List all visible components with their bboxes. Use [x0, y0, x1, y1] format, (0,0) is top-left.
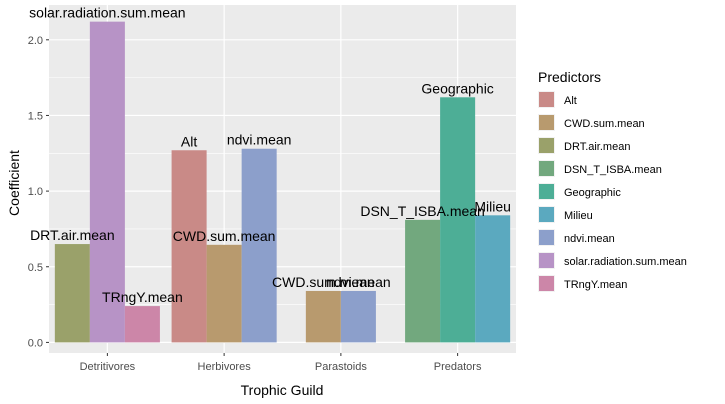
bar: [340, 290, 376, 343]
bar-data-label: Milieu: [474, 198, 511, 214]
bar: [54, 244, 90, 343]
legend-entry: Milieu: [564, 210, 593, 222]
bar: [405, 219, 441, 343]
legend-swatch: [539, 230, 554, 245]
x-tick-label: Predators: [434, 361, 482, 373]
bar: [206, 244, 242, 343]
legend-swatch: [539, 138, 554, 153]
legend-title: Predictors: [538, 69, 601, 85]
bar-data-label: ndvi.mean: [326, 274, 391, 290]
y-axis: 0.0 0.5 1.0 1.5 2.0: [28, 35, 49, 349]
y-tick-label: 1.5: [28, 110, 43, 122]
x-tick-label: Herbivores: [198, 361, 252, 373]
bar-data-label: CWD.sum.mean: [272, 274, 375, 290]
legend: Predictors Alt CWD.sum.mean DRT.air.mean DS…: [538, 69, 687, 292]
bar-labels: DRT.air.mean solar.radiation.sum.mean TRng…: [29, 5, 511, 305]
legend-entry: CWD.sum.mean: [564, 118, 645, 130]
legend-swatch: [539, 184, 554, 199]
x-tick-label: Detritivores: [80, 361, 136, 373]
bar-data-label: ndvi.mean: [227, 132, 292, 148]
bar: [305, 290, 341, 343]
bar-data-label: DRT.air.mean: [30, 227, 115, 243]
bar: [440, 97, 476, 343]
legend-entry: ndvi.mean: [564, 233, 615, 245]
y-axis-title: Coefficient: [6, 150, 22, 216]
legend-swatch: [539, 253, 554, 268]
bar: [124, 306, 160, 343]
bar: [241, 148, 277, 343]
legend-swatch: [539, 276, 554, 291]
bar-data-label: CWD.sum.mean: [173, 228, 276, 244]
legend-entry: Geographic: [564, 187, 621, 199]
y-tick-label: 0.5: [28, 262, 43, 274]
legend-entry: solar.radiation.sum.mean: [564, 256, 687, 268]
bar-data-label: Alt: [181, 133, 197, 149]
bar: [171, 150, 207, 343]
bar-data-label: TRngY.mean: [102, 289, 183, 305]
y-tick-label: 2.0: [28, 35, 43, 47]
x-axis-title: Trophic Guild: [241, 382, 324, 398]
legend-swatch: [539, 115, 554, 130]
legend-swatch: [539, 92, 554, 107]
bar-data-label: Geographic: [421, 80, 493, 96]
legend-swatch: [539, 161, 554, 176]
y-tick-label: 1.0: [28, 186, 43, 198]
legend-entry: DRT.air.mean: [564, 141, 630, 153]
legend-entry: Alt: [564, 95, 577, 107]
bar-data-label: DSN_T_ISBA.mean: [360, 203, 485, 219]
x-axis: Detritivores Herbivores Parastoids Predator…: [80, 353, 482, 373]
y-tick-label: 0.0: [28, 337, 43, 349]
bars: [54, 21, 511, 343]
x-tick-label: Parastoids: [315, 361, 367, 373]
bar-data-label: solar.radiation.sum.mean: [29, 5, 185, 21]
legend-swatch: [539, 207, 554, 222]
bar: [89, 21, 125, 343]
legend-entry: TRngY.mean: [564, 279, 627, 291]
bar: [475, 215, 511, 343]
legend-entry: DSN_T_ISBA.mean: [564, 164, 662, 176]
